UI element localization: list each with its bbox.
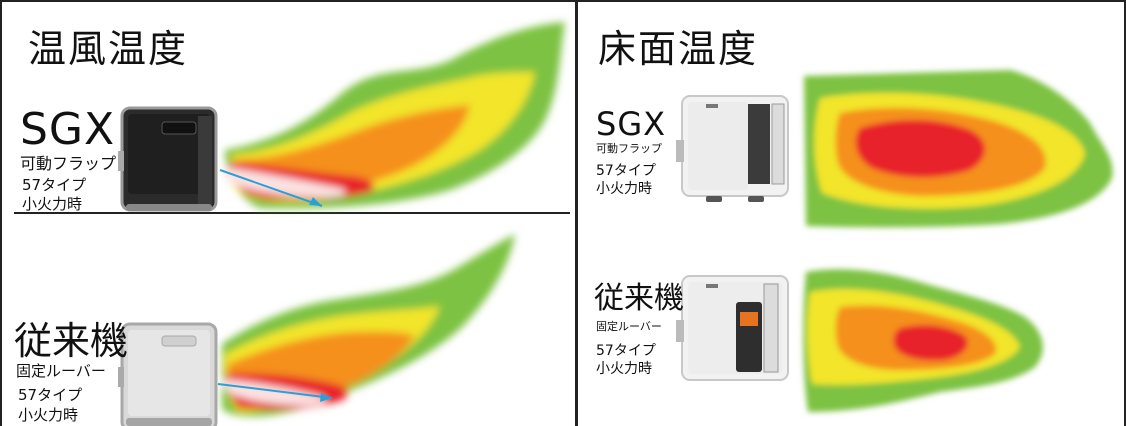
heater-sgx-white-icon [676, 95, 789, 202]
right-top-mode: 小火力時 [596, 181, 652, 197]
airflow-arrow-line [219, 169, 323, 207]
left-top-type: 57タイプ [22, 176, 87, 194]
airflow-arrow-head [309, 197, 322, 206]
left-bottom-louver: 固定ルーバー [16, 362, 106, 380]
left-top-model-name: SGX [20, 104, 116, 155]
right-top-type: 57タイプ [596, 163, 656, 179]
conventional-airflow-heatmap [217, 234, 515, 417]
right-panel-title: 床面温度 [598, 27, 759, 71]
heater-conventional-white-icon [676, 275, 789, 381]
left-top-mode: 小火力時 [22, 195, 83, 213]
left-top-louver: 可動フラップ [20, 154, 117, 173]
airflow-arrow-line-2 [217, 383, 333, 399]
right-top-louver: 可動フラップ [596, 142, 662, 155]
left-panel-title: 温風温度 [28, 27, 189, 71]
right-top-model-name: SGX [596, 105, 667, 143]
heater-conventional-light-icon [118, 322, 218, 426]
heater-sgx-dark-icon [118, 106, 218, 212]
right-bottom-type: 57タイプ [596, 343, 656, 359]
right-bottom-mode: 小火力時 [596, 361, 652, 377]
right-bottom-louver: 固定ルーバー [596, 320, 662, 333]
conventional-floor-heatmap [803, 269, 1043, 412]
right-bottom-model-name: 従来機 [594, 281, 684, 316]
panel-divider [575, 0, 578, 426]
left-bottom-model-name: 従来機 [14, 319, 129, 363]
airflow-arrow-head-2 [320, 393, 332, 402]
floor-line [14, 212, 570, 214]
sgx-floor-heatmap [804, 70, 1113, 228]
left-bottom-type: 57タイプ [18, 386, 83, 404]
left-bottom-mode: 小火力時 [18, 406, 79, 424]
sgx-airflow-heatmap [219, 22, 565, 209]
